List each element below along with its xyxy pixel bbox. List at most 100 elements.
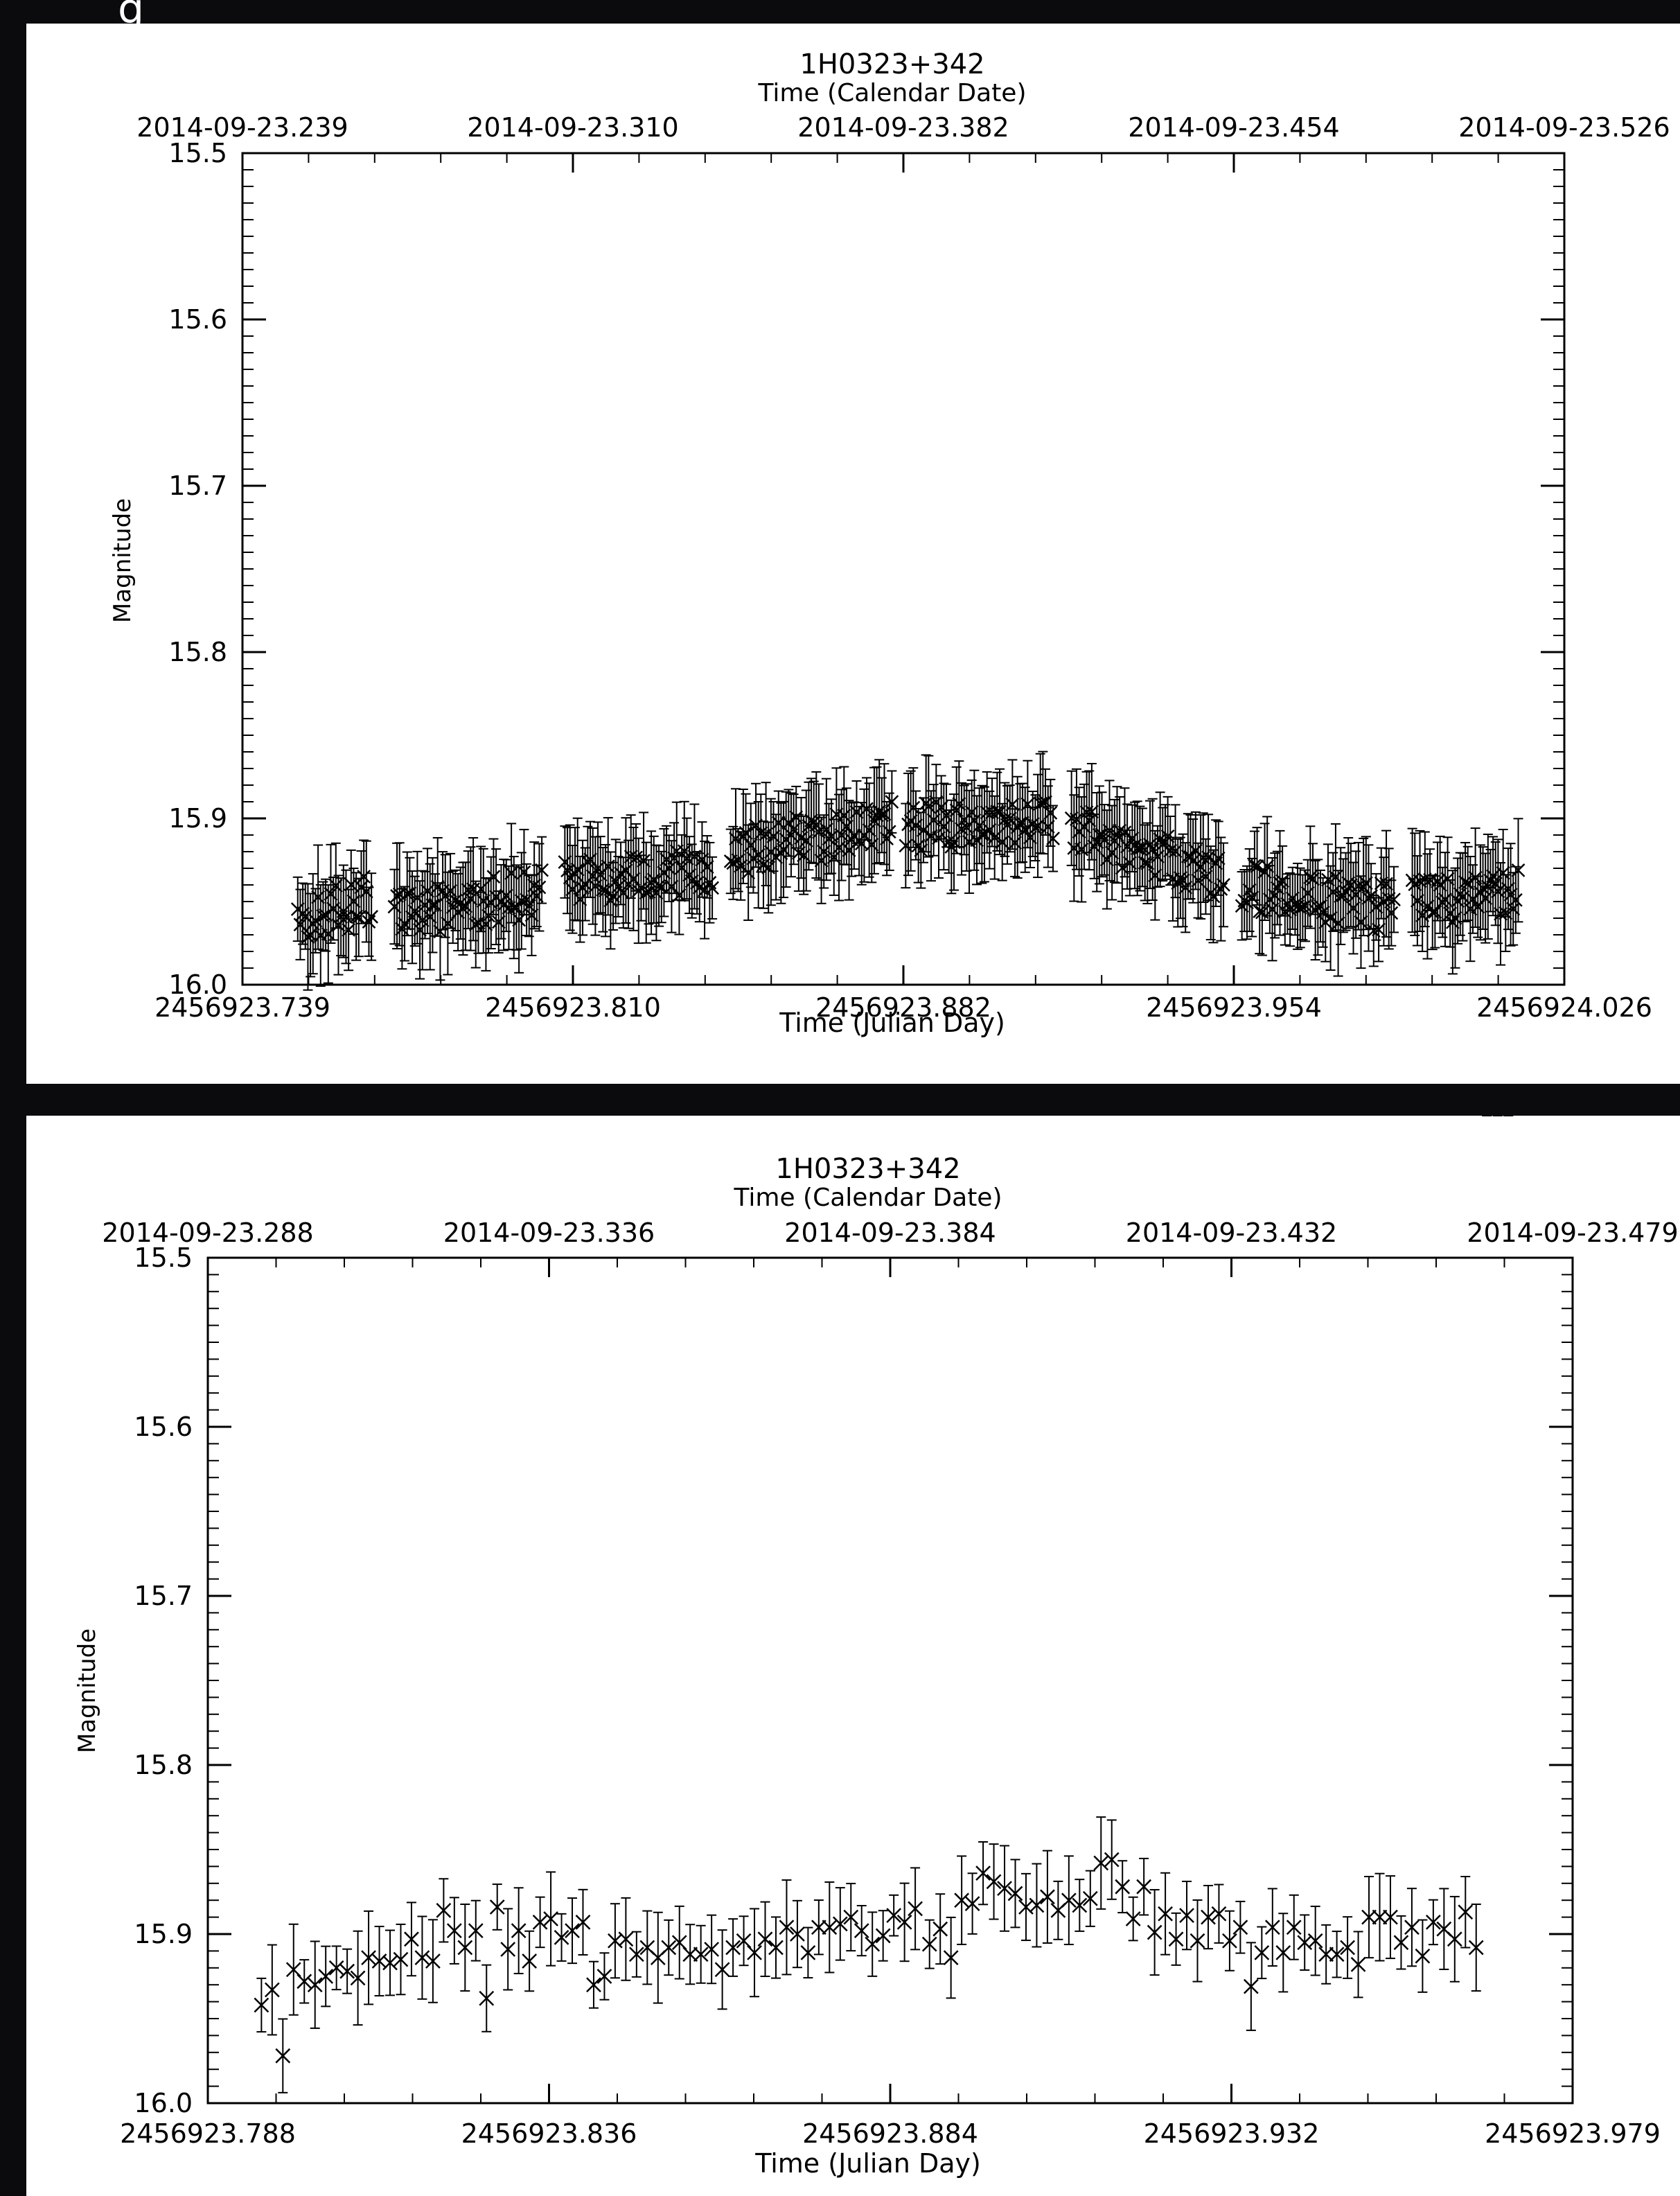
data-point — [512, 866, 526, 974]
x-marker — [499, 888, 513, 903]
x-marker — [926, 813, 941, 827]
data-point — [964, 1872, 980, 1935]
x2-tick-label: 2014-09-23.310 — [467, 112, 678, 143]
x-marker — [882, 825, 896, 839]
data-point — [1214, 836, 1228, 942]
data-point — [698, 841, 711, 940]
data-point — [980, 771, 994, 854]
x-tick-label: 2456923.979 — [1485, 2118, 1661, 2149]
x-marker — [1372, 1909, 1388, 1925]
x-marker — [1029, 1897, 1045, 1913]
x-marker — [421, 884, 434, 898]
data-point — [790, 1899, 805, 1969]
data-point — [1498, 874, 1513, 952]
x-marker — [303, 928, 318, 942]
x-marker — [1196, 850, 1210, 865]
x-marker — [486, 870, 501, 884]
y-tick-label: 15.5 — [168, 138, 227, 168]
data-point — [1468, 1903, 1484, 1992]
x-marker — [474, 881, 488, 896]
x-marker — [1250, 859, 1264, 873]
x-marker — [1488, 877, 1503, 891]
y-tick-label: 15.6 — [168, 304, 227, 335]
data-point — [1145, 798, 1160, 901]
x-tick-label: 2456923.954 — [1146, 992, 1322, 1023]
x-marker — [532, 1915, 548, 1930]
x-tick-label: 2456923.788 — [120, 2118, 296, 2149]
data-point — [943, 1916, 959, 1999]
x-tick-label: 2456924.026 — [1476, 992, 1652, 1023]
x-marker — [639, 886, 653, 900]
data-point — [1255, 868, 1269, 956]
x-marker — [318, 1969, 334, 1984]
data-point — [1067, 794, 1081, 902]
x-marker — [524, 908, 539, 922]
x-marker — [461, 883, 475, 897]
x-marker — [885, 795, 899, 809]
data-point — [1190, 1899, 1205, 1983]
x-tick-label: 2456923.836 — [461, 2118, 637, 2149]
data-point — [700, 835, 714, 899]
data-point — [1235, 871, 1249, 941]
data-point — [779, 1879, 795, 1976]
x-marker — [781, 816, 796, 830]
x-marker — [1064, 811, 1079, 825]
x2-tick-label: 2014-09-23.239 — [136, 112, 348, 143]
x-marker — [364, 910, 379, 924]
x-marker — [1186, 854, 1201, 868]
data-point — [1176, 833, 1190, 928]
x-marker — [908, 1901, 923, 1917]
x-marker — [832, 841, 846, 854]
x-marker — [1359, 876, 1373, 890]
data-point — [832, 793, 846, 902]
x-marker — [1433, 878, 1447, 892]
x-marker — [1151, 850, 1165, 863]
x-marker — [1008, 836, 1022, 850]
x-marker — [350, 1970, 366, 1986]
data-point — [1329, 823, 1343, 931]
data-point — [1102, 780, 1117, 881]
x-marker — [682, 1947, 698, 1962]
data-point — [497, 859, 511, 951]
x2-tick-label: 2014-09-23.454 — [1128, 112, 1339, 143]
x-marker — [393, 1951, 409, 1967]
x-marker — [1007, 1886, 1023, 1901]
x-marker — [436, 1902, 452, 1918]
x-marker — [1498, 906, 1513, 920]
x-marker — [1306, 872, 1320, 886]
data-point — [1494, 862, 1507, 966]
data-point — [430, 836, 445, 937]
data-point — [362, 886, 376, 957]
data-point — [476, 847, 490, 954]
x-marker — [1190, 1933, 1205, 1949]
x-marker — [865, 1936, 881, 1952]
data-point — [1415, 1919, 1431, 1993]
data-point — [768, 1916, 784, 1979]
plot-frame — [241, 152, 1566, 986]
x-marker — [628, 1947, 644, 1962]
x-marker — [1110, 827, 1124, 842]
x-marker — [843, 1909, 859, 1925]
x-marker — [624, 850, 638, 864]
x-marker — [680, 852, 694, 866]
data-point — [1384, 879, 1399, 947]
data-point — [937, 782, 951, 871]
x-marker — [693, 1947, 709, 1962]
data-point — [1082, 770, 1097, 871]
data-point — [1445, 870, 1460, 975]
x-marker — [1415, 1948, 1431, 1964]
data-point — [1072, 1879, 1088, 1932]
x-marker — [1268, 888, 1282, 903]
x-marker — [404, 1931, 419, 1947]
data-point — [1331, 870, 1345, 977]
data-point — [874, 777, 889, 854]
data-point — [629, 823, 643, 892]
x-marker — [1194, 860, 1208, 874]
x-marker — [1393, 1935, 1409, 1951]
x-marker — [811, 1920, 826, 1935]
x-marker — [1201, 1909, 1216, 1925]
data-point — [875, 1910, 891, 1962]
data-point — [1428, 875, 1442, 949]
data-point — [1486, 836, 1500, 917]
x-marker — [1178, 880, 1193, 895]
